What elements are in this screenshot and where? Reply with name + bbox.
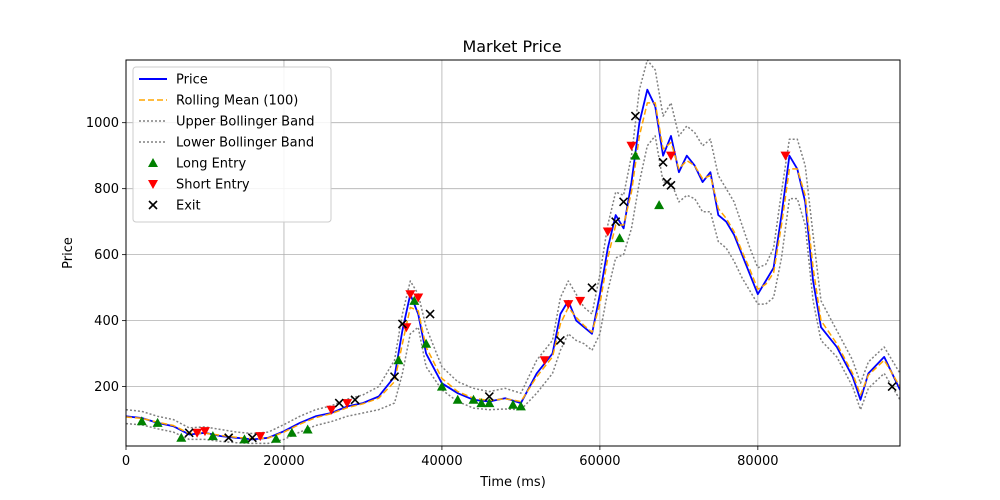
long-entry-marker [515, 401, 526, 411]
plot-frame [125, 59, 901, 447]
upper-bollinger-line [126, 60, 900, 435]
legend: Price Rolling Mean (100) Upper Bollinger B… [132, 66, 332, 223]
long-entry-marker [152, 417, 163, 427]
legend-label: Rolling Mean (100) [176, 94, 298, 109]
series-layer [126, 60, 900, 445]
long-entry-marker [239, 434, 250, 444]
legend-item: Long Entry [148, 157, 246, 172]
y-tick-label: 1000 [86, 116, 119, 131]
exit-marker [350, 395, 360, 405]
long-entry-marker [436, 381, 447, 391]
x-axis-label: Time (ms) [479, 475, 546, 490]
short-entry-marker [255, 432, 266, 442]
exit-marker [555, 335, 565, 345]
legend-item: Exit [148, 199, 201, 214]
exit-marker [334, 398, 344, 408]
lower-bollinger-line [126, 135, 900, 445]
legend-swatch [148, 200, 158, 210]
long-entry-marker [136, 416, 147, 426]
exit-marker [484, 391, 494, 402]
exit-marker [630, 111, 640, 121]
long-entry-marker [468, 394, 479, 404]
long-entry-marker [207, 431, 218, 441]
long-entry-marker [409, 295, 420, 305]
short-entry-marker [342, 399, 353, 409]
y-tick-label: 200 [94, 380, 119, 395]
x-tick-label: 60000 [579, 454, 620, 469]
exit-marker [389, 372, 400, 382]
short-entry-marker [539, 356, 550, 366]
y-tick-label: 800 [94, 182, 119, 197]
legend-label: Long Entry [176, 157, 246, 172]
legend-swatch [148, 180, 158, 189]
long-entry-marker [176, 432, 187, 442]
legend-item: Price [139, 73, 208, 88]
exit-marker [619, 197, 629, 207]
chart-title: Market Price [462, 37, 561, 56]
rolling-mean-line [126, 102, 900, 440]
legend-swatch [148, 158, 158, 167]
long-entry-marker [654, 200, 665, 210]
short-entry-marker [326, 405, 337, 415]
exit-marker [397, 319, 407, 329]
legend-item: Rolling Mean (100) [139, 94, 298, 109]
y-axis-ticks: 200 400 600 800 1000 [86, 116, 126, 395]
exit-marker [247, 433, 257, 443]
legend-item: Short Entry [148, 178, 250, 193]
legend-label: Price [176, 73, 208, 88]
y-axis-label: Price [61, 237, 76, 269]
x-axis-ticks: 0 20000 40000 60000 80000 [122, 446, 779, 469]
exit-marker [887, 382, 897, 392]
long-entry-marker [614, 233, 625, 243]
legend-label: Exit [176, 199, 201, 214]
short-entry-marker [575, 296, 586, 306]
y-tick-label: 600 [94, 248, 119, 263]
legend-item: Upper Bollinger Band [139, 115, 315, 130]
short-entry-marker [780, 151, 791, 161]
marker-layer [136, 111, 897, 444]
long-entry-marker [508, 399, 518, 409]
legend-label: Lower Bollinger Band [176, 136, 314, 151]
short-entry-marker [563, 300, 574, 310]
x-tick-label: 0 [122, 454, 130, 469]
short-entry-marker [626, 141, 637, 151]
short-entry-marker [199, 427, 210, 437]
exit-marker [224, 433, 234, 443]
long-entry-marker [476, 398, 487, 408]
x-tick-label: 20000 [263, 454, 304, 469]
exit-marker [611, 217, 621, 227]
legend-box [132, 66, 332, 223]
exit-marker [587, 283, 597, 293]
legend-label: Upper Bollinger Band [176, 115, 315, 130]
x-tick-label: 80000 [737, 454, 778, 469]
exit-marker [666, 180, 676, 190]
long-entry-marker [393, 355, 404, 365]
price-line [126, 88, 900, 441]
exit-marker [658, 157, 668, 167]
long-entry-marker [302, 424, 313, 434]
short-entry-marker [413, 293, 424, 303]
legend-label: Short Entry [176, 178, 250, 193]
short-entry-marker [405, 290, 416, 300]
long-entry-marker [271, 433, 282, 443]
short-entry-marker [192, 428, 203, 438]
y-tick-label: 400 [94, 314, 119, 329]
long-entry-marker [421, 338, 432, 348]
long-entry-marker [452, 394, 463, 404]
x-tick-label: 40000 [421, 454, 462, 469]
legend-item: Lower Bollinger Band [139, 136, 314, 151]
short-entry-marker [602, 227, 613, 237]
long-entry-marker [630, 150, 641, 160]
exit-marker [425, 309, 435, 319]
long-entry-marker [484, 398, 495, 408]
exit-marker [184, 428, 194, 438]
long-entry-marker [286, 427, 297, 437]
short-entry-marker [665, 151, 676, 161]
